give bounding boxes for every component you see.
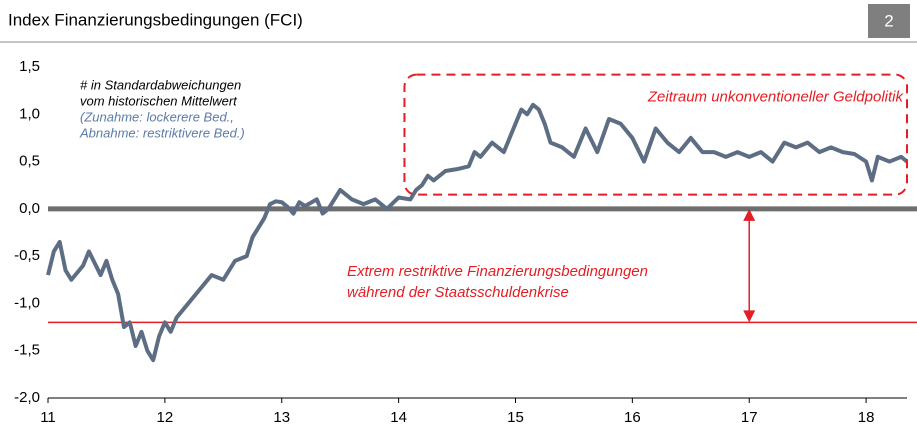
page-box xyxy=(868,4,910,38)
x-tick-label: 11 xyxy=(40,409,56,426)
title: Index Finanzierungsbedingungen (FCI) xyxy=(8,10,303,29)
y-tick-label: -2,0 xyxy=(14,389,40,406)
x-tick-label: 17 xyxy=(741,409,758,426)
y-tick-label: 1,0 xyxy=(19,105,40,122)
note: Abnahme: restriktivere Bed.) xyxy=(79,125,245,140)
x-tick-label: 15 xyxy=(507,409,524,426)
arrow-head xyxy=(743,208,756,221)
x-tick-label: 16 xyxy=(624,409,641,426)
x-tick-label: 14 xyxy=(390,409,407,426)
series-line xyxy=(46,102,909,363)
y-tick-label: 0,0 xyxy=(19,200,40,217)
page-number: 2 xyxy=(884,11,893,30)
x-tick-label: 13 xyxy=(273,409,290,426)
y-tick-label: 0,5 xyxy=(19,153,40,170)
note: (Zunahme: lockerere Bed., xyxy=(80,109,234,124)
highlight-label: Zeitraum unkonventioneller Geldpolitik xyxy=(647,89,905,106)
highlight-box xyxy=(403,73,908,196)
y-tick-label: -0,5 xyxy=(14,247,40,264)
y-tick-label: -1,0 xyxy=(14,294,40,311)
x-tick-label: 18 xyxy=(858,409,875,426)
y-tick-label: 1,5 xyxy=(19,58,40,75)
y-tick-label: -1,5 xyxy=(14,342,40,359)
note: vom historischen Mittelwert xyxy=(80,93,238,108)
note: # in Standardabweichungen xyxy=(80,77,241,92)
x-tick-label: 12 xyxy=(157,409,174,426)
arrow-head xyxy=(743,310,756,323)
arrow-label: Extrem restriktive Finanzierungsbedingun… xyxy=(347,263,648,280)
arrow-label: während der Staatsschuldenkrise xyxy=(347,284,569,301)
